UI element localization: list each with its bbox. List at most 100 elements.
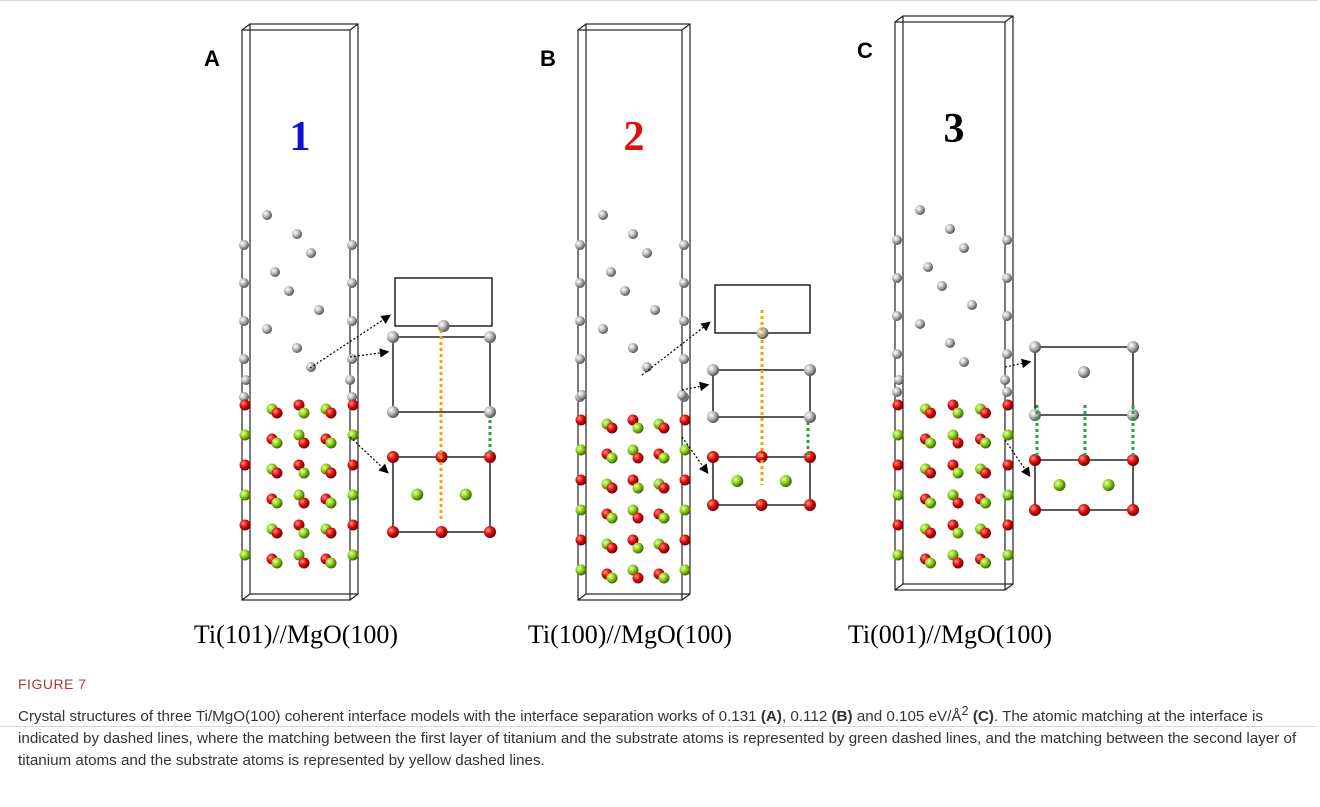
atom — [272, 438, 283, 449]
atom — [925, 468, 936, 479]
arrow — [350, 352, 387, 357]
atom — [241, 375, 251, 385]
atom — [953, 468, 964, 479]
atom — [1003, 400, 1014, 411]
atom — [679, 278, 689, 288]
atom — [262, 210, 272, 220]
atom — [1029, 409, 1041, 421]
caption-ref: (C) — [973, 708, 994, 725]
atom — [980, 468, 991, 479]
atom — [780, 475, 792, 487]
slab-edge — [242, 24, 250, 30]
atom — [387, 406, 399, 418]
atom — [915, 319, 925, 329]
atom — [804, 411, 816, 423]
panel-label: Ti(100)//MgO(100) — [528, 620, 732, 649]
atom — [292, 229, 302, 239]
slab-edge — [578, 594, 586, 600]
atom — [980, 558, 991, 569]
atom — [576, 535, 587, 546]
atom — [262, 324, 272, 334]
atom — [959, 357, 969, 367]
atom — [650, 305, 660, 315]
atom — [659, 573, 670, 584]
cell-box — [1035, 347, 1133, 415]
atom — [326, 468, 337, 479]
atom — [345, 375, 355, 385]
atom — [633, 573, 644, 584]
cell-box — [1035, 460, 1133, 510]
atom — [1054, 479, 1066, 491]
atom — [348, 520, 359, 531]
atom — [607, 483, 618, 494]
atom — [923, 262, 933, 272]
atom — [893, 430, 904, 441]
atom — [347, 316, 357, 326]
atom — [348, 460, 359, 471]
caption-ref: (B) — [832, 708, 853, 725]
atom — [659, 483, 670, 494]
atom — [1003, 460, 1014, 471]
atom — [756, 499, 768, 511]
atom — [953, 528, 964, 539]
atom — [893, 460, 904, 471]
atom — [387, 331, 399, 343]
atom — [484, 526, 496, 538]
atom — [607, 543, 618, 554]
atom — [575, 316, 585, 326]
atom — [299, 558, 310, 569]
panel-number: 3 — [944, 106, 965, 152]
atom — [326, 558, 337, 569]
atom — [347, 354, 357, 364]
atom — [1000, 375, 1010, 385]
atom — [387, 526, 399, 538]
atom — [679, 316, 689, 326]
slab-edge — [895, 16, 903, 22]
atom — [460, 489, 472, 501]
atom — [438, 320, 450, 332]
atom — [1103, 479, 1115, 491]
atom — [804, 364, 816, 376]
panel-letter: A — [204, 46, 220, 71]
atom — [959, 243, 969, 253]
atom — [967, 300, 977, 310]
atom — [239, 240, 249, 250]
atom — [607, 423, 618, 434]
atom — [607, 513, 618, 524]
atom — [804, 451, 816, 463]
atom — [240, 460, 251, 471]
atom — [953, 558, 964, 569]
atom — [1078, 366, 1090, 378]
atom — [1078, 504, 1090, 516]
atom — [892, 273, 902, 283]
panel-letter: B — [540, 46, 556, 71]
panel-label: Ti(001)//MgO(100) — [848, 620, 1052, 649]
atom — [633, 513, 644, 524]
atom — [680, 535, 691, 546]
atom — [272, 558, 283, 569]
atom — [1002, 311, 1012, 321]
atom — [925, 408, 936, 419]
slab-edge — [1005, 584, 1013, 590]
figure-image: A1Ti(101)//MgO(100)B2Ti(100)//MgO(100)C3… — [0, 0, 1320, 670]
atom — [299, 528, 310, 539]
atom — [240, 430, 251, 441]
atom — [980, 528, 991, 539]
atom — [892, 349, 902, 359]
atom — [239, 354, 249, 364]
atom — [326, 498, 337, 509]
atom — [348, 400, 359, 411]
atom — [576, 415, 587, 426]
atom — [633, 543, 644, 554]
atom — [575, 278, 585, 288]
atom — [577, 390, 587, 400]
atom — [272, 408, 283, 419]
panel-number: 1 — [290, 114, 311, 160]
atom — [484, 406, 496, 418]
atom — [633, 453, 644, 464]
slab-edge — [682, 24, 690, 30]
atom — [804, 499, 816, 511]
atom — [598, 324, 608, 334]
atom — [299, 438, 310, 449]
caption-ref: (A) — [761, 708, 782, 725]
